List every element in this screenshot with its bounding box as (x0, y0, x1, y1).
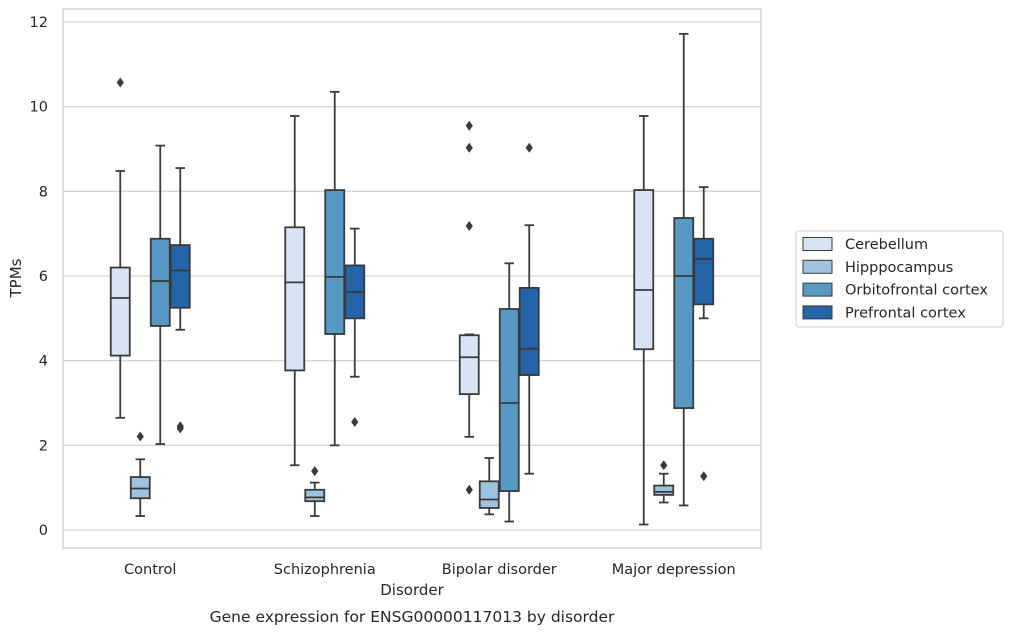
box-hipppocampus (304, 466, 326, 517)
y-tick-label: 4 (39, 354, 48, 370)
x-tick-label: Schizophrenia (274, 562, 376, 578)
box-iqr (324, 189, 346, 335)
box-iqr (653, 484, 675, 496)
y-tick-label: 6 (39, 269, 48, 285)
box-iqr (633, 189, 655, 351)
box-hipppocampus (129, 431, 151, 517)
box-cerebellum (284, 115, 306, 467)
legend-label: Hipppocampus (845, 260, 953, 276)
outlier-point (465, 484, 473, 495)
x-tick-label: Control (124, 562, 176, 578)
x-axis-label: Disorder (380, 581, 444, 599)
y-tick-label: 2 (39, 438, 48, 454)
outlier-point (176, 421, 184, 432)
box-cerebellum (458, 120, 480, 495)
outlier-point (660, 460, 668, 471)
box-prefrontal-cortex (169, 167, 191, 434)
box-iqr (109, 266, 131, 357)
box-iqr (673, 217, 695, 409)
legend-label: Prefrontal cortex (845, 305, 966, 321)
y-tick-label: 10 (30, 100, 48, 116)
plot-frame (62, 8, 762, 549)
figure-caption: Gene expression for ENSG00000117013 by d… (210, 608, 615, 626)
outlier-point (525, 142, 533, 153)
y-tick-label: 12 (30, 15, 48, 31)
legend-label: Orbitofrontal cortex (845, 283, 988, 299)
x-tick-label: Bipolar disorder (442, 562, 557, 578)
box-iqr (149, 237, 171, 327)
outlier-point (465, 221, 473, 232)
box-iqr (169, 244, 191, 309)
box-hipppocampus (478, 457, 500, 516)
box-iqr (478, 480, 500, 509)
legend-swatch (802, 259, 833, 274)
outlier-point (116, 77, 124, 88)
box-cerebellum (109, 77, 131, 419)
x-axis-ticks: Control Schizophrenia Bipolar disorder Majo… (124, 562, 736, 578)
y-tick-label: 0 (39, 523, 48, 539)
outlier-point (465, 142, 473, 153)
legend-frame (795, 230, 1004, 328)
box-iqr (693, 237, 715, 306)
legend-swatch (802, 237, 833, 251)
box-prefrontal-cortex (344, 227, 366, 428)
y-tick-label: 8 (39, 184, 48, 200)
box-hipppocampus (653, 460, 675, 504)
legend-label: Cerebellum (845, 237, 928, 253)
outlier-point (351, 417, 359, 428)
outlier-point (136, 431, 144, 442)
box-orbitofrontal-cortex (673, 32, 695, 507)
box-prefrontal-cortex (518, 142, 540, 475)
outlier-point (700, 471, 708, 482)
legend: Cerebellum Hipppocampus Orbitofrontal cort… (795, 230, 1004, 328)
box-iqr (458, 334, 480, 396)
box-orbitofrontal-cortex (149, 144, 171, 445)
outlier-point (465, 120, 473, 131)
legend-swatch (802, 305, 833, 320)
x-tick-label: Major depression (612, 562, 736, 578)
y-axis-label: TPMs (7, 258, 25, 298)
box-iqr (304, 488, 326, 503)
y-axis-ticks: 0 2 4 6 8 10 12 (30, 15, 48, 539)
box-orbitofrontal-cortex (324, 90, 346, 447)
box-orbitofrontal-cortex (498, 262, 520, 523)
box-iqr (518, 286, 540, 376)
legend-swatch (802, 282, 833, 297)
box-prefrontal-cortex (693, 186, 715, 482)
box-iqr (284, 226, 306, 372)
boxes-layer (109, 32, 715, 526)
box-iqr (498, 308, 520, 492)
box-cerebellum (633, 115, 655, 526)
outlier-point (311, 466, 319, 477)
